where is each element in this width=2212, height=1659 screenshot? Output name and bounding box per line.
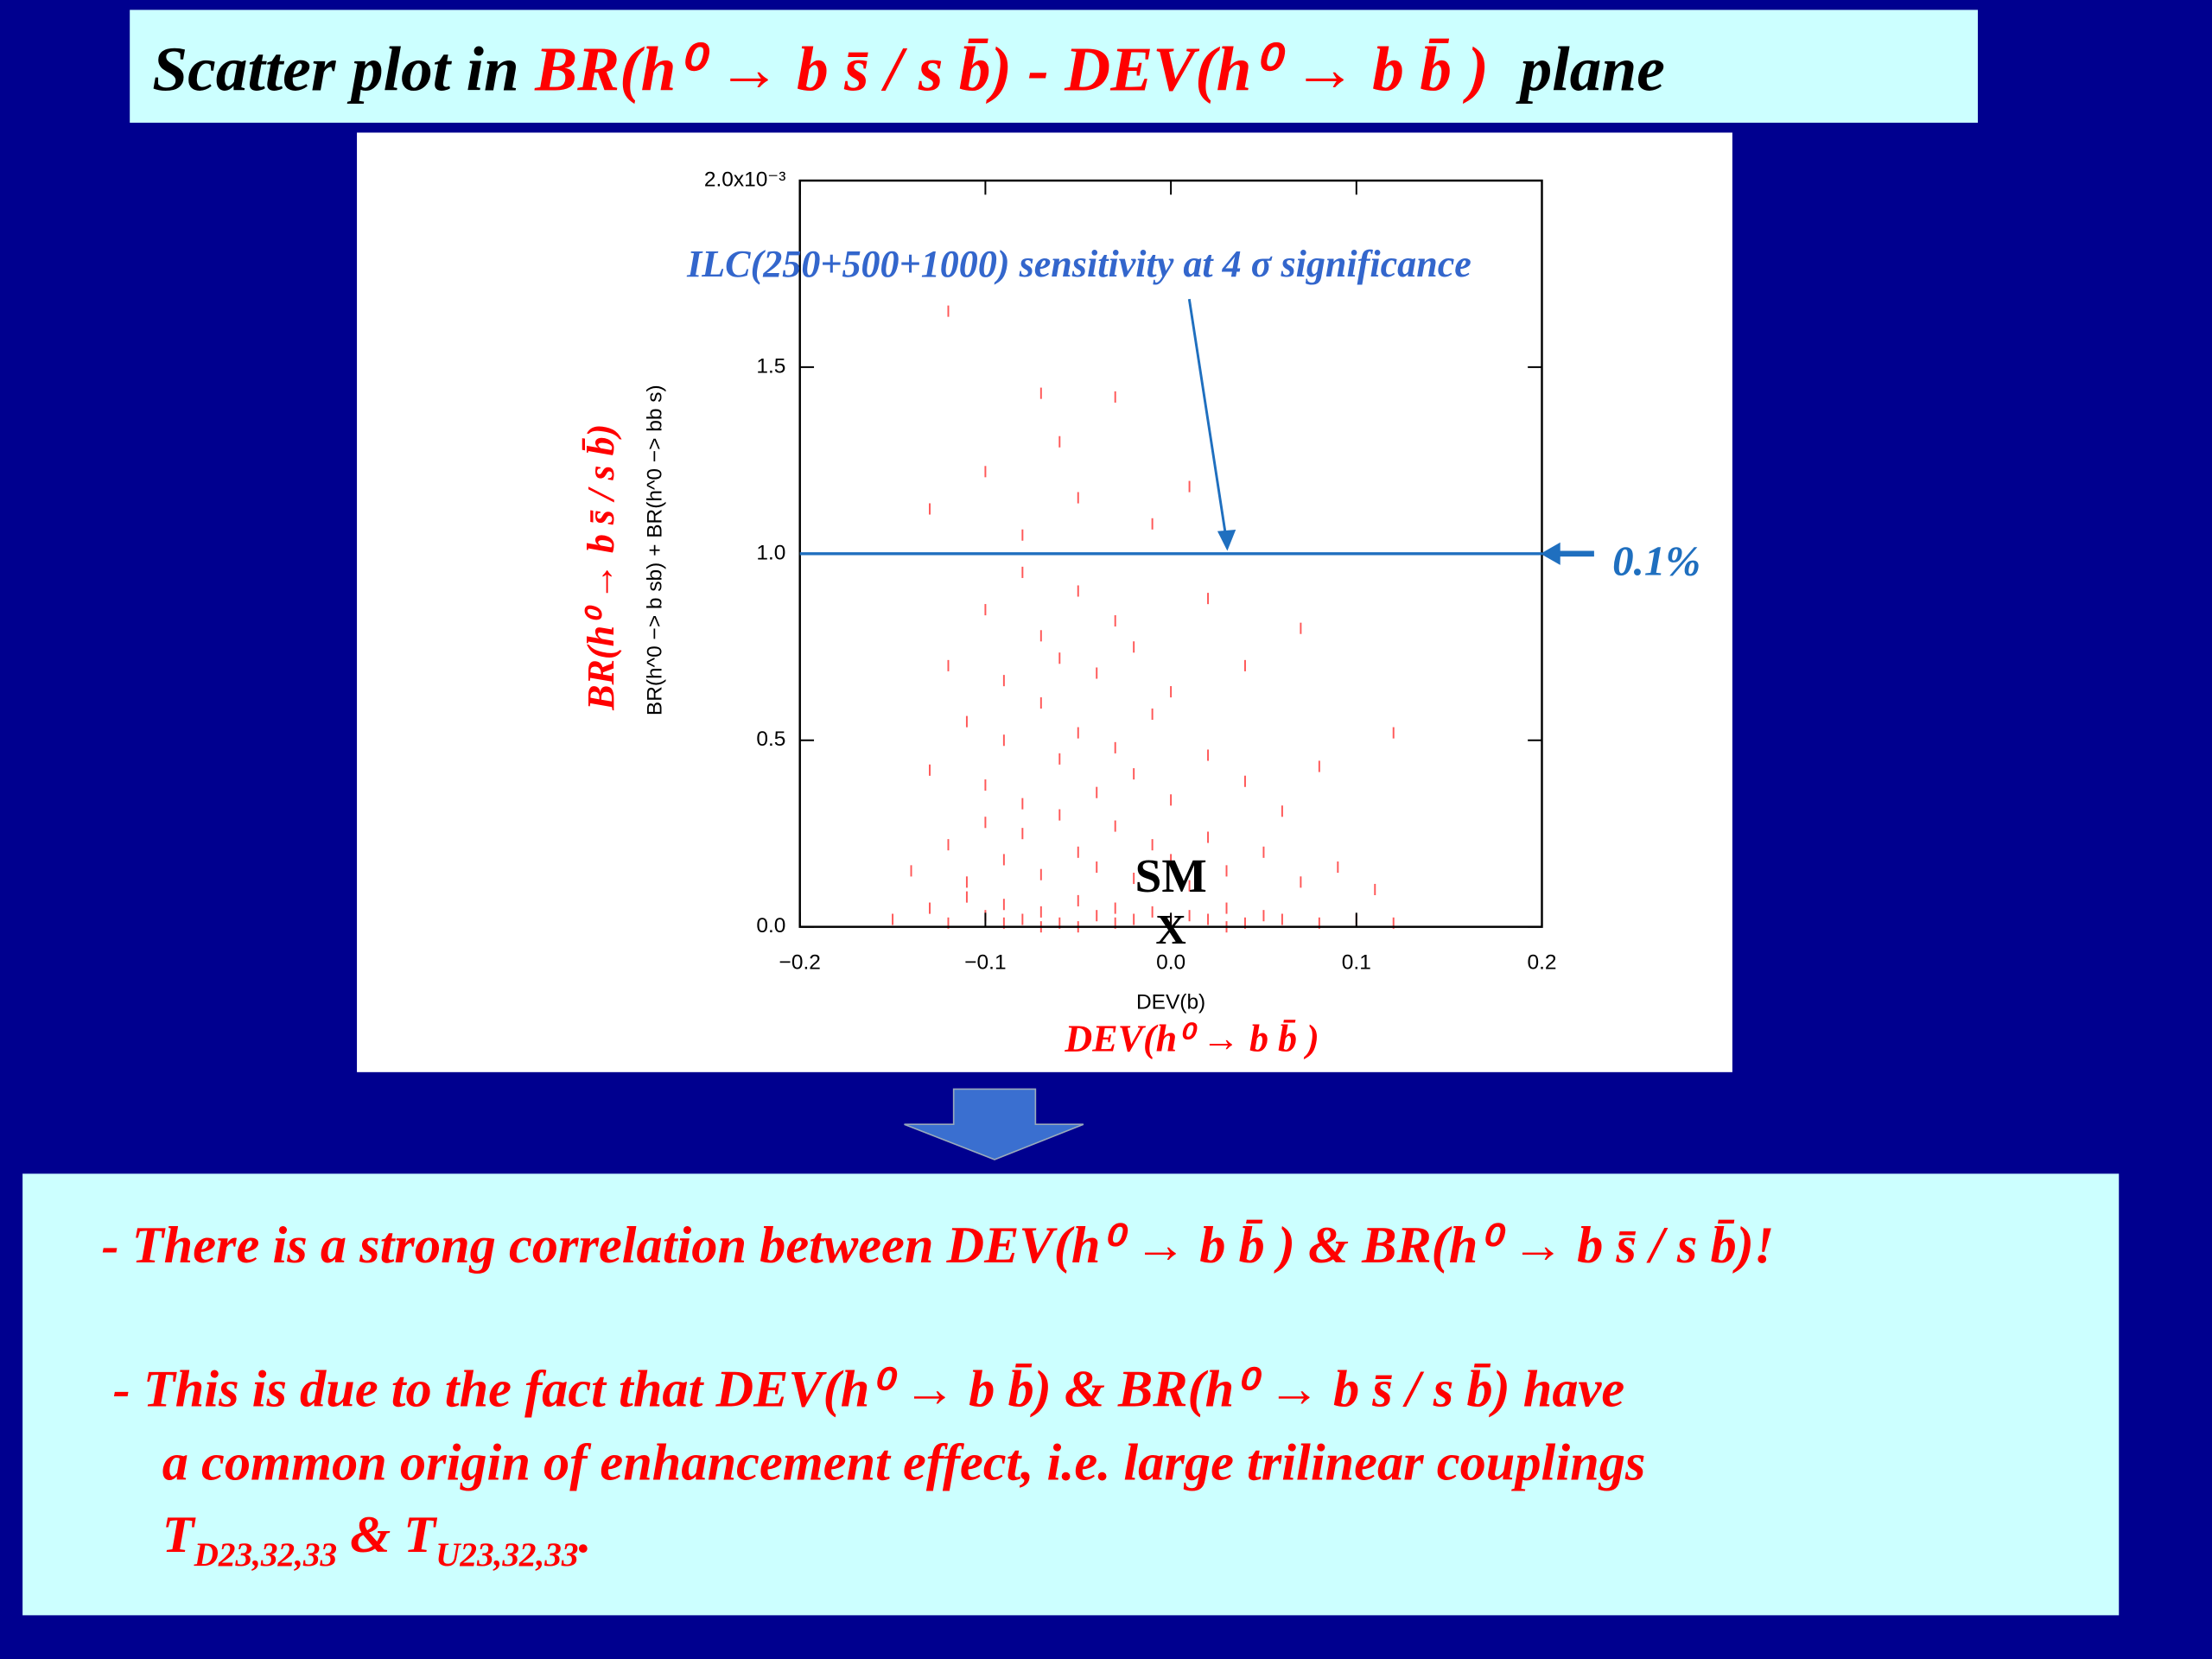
title-box xyxy=(130,10,1978,124)
slide-title: Scatter plot in BR(h⁰ → b s̄ / s b̄) - D… xyxy=(152,34,1665,104)
bullet: TD23,32,33 & TU23,32,33. xyxy=(162,1506,592,1573)
x-tick-label: 0.0 xyxy=(1156,951,1185,975)
text-part: & T xyxy=(337,1506,437,1564)
annotation-arrow xyxy=(1187,298,1228,537)
pointer-arrowhead xyxy=(1540,542,1560,565)
scatter-chart: −0.2 −0.1 0.0 0.1 0.2 0.0 0.5 1.0 1.5 2.0x10⁻³ DEV… xyxy=(580,168,1700,1059)
text-part: . xyxy=(578,1506,591,1564)
title-part: plane xyxy=(1489,34,1665,104)
down-arrow xyxy=(904,1088,1084,1160)
subscript: U23,32,33 xyxy=(435,1536,578,1573)
y-axis-note: BR(h⁰ → b s̄ / s b̄) xyxy=(580,424,622,711)
conclusion-text: - There is a strong correlation between … xyxy=(102,1217,1775,1573)
sm-marker: X xyxy=(1155,906,1185,953)
y-tick-label: 1.0 xyxy=(756,541,785,564)
plot-panel xyxy=(357,132,1732,1072)
y-axis-label: BR(h^0 −> b sb) + BR(h^0 −> bb s) xyxy=(644,385,667,715)
sm-label: SM xyxy=(1135,850,1206,903)
reference-label: 0.1% xyxy=(1612,537,1700,584)
annotation-arrowhead xyxy=(1217,530,1236,551)
bullet: - This is due to the fact that DEV(h⁰ → … xyxy=(113,1361,1625,1419)
y-tick-label: 0.5 xyxy=(756,728,785,751)
bullet: a common origin of enhancement effect, i… xyxy=(162,1434,1646,1492)
text-part: T xyxy=(162,1506,196,1564)
annotation: ILC(250+500+1000) sensitivity at 4 σ sig… xyxy=(686,243,1471,285)
x-axis-note: DEV(h⁰ → b b̄ ) xyxy=(1064,1017,1319,1059)
y-tick-label: 2.0x10⁻³ xyxy=(704,168,786,191)
x-tick-label: 0.1 xyxy=(1342,951,1371,975)
conclusion-box xyxy=(22,1173,2120,1616)
x-tick-label: −0.2 xyxy=(779,951,821,975)
title-part: Scatter plot in xyxy=(152,34,535,104)
x-axis-label: DEV(b) xyxy=(1136,990,1205,1014)
x-tick-label: −0.1 xyxy=(964,951,1006,975)
subscript: D23,32,33 xyxy=(194,1536,337,1573)
y-tick-label: 0.0 xyxy=(756,914,785,938)
bullet: - There is a strong correlation between … xyxy=(102,1217,1775,1274)
x-tick-label: 0.2 xyxy=(1527,951,1556,975)
title-part: BR(h⁰ → b s̄ / s b̄) - DEV(h⁰ → b b̄ ) xyxy=(534,34,1489,104)
y-tick-label: 1.5 xyxy=(756,354,785,378)
